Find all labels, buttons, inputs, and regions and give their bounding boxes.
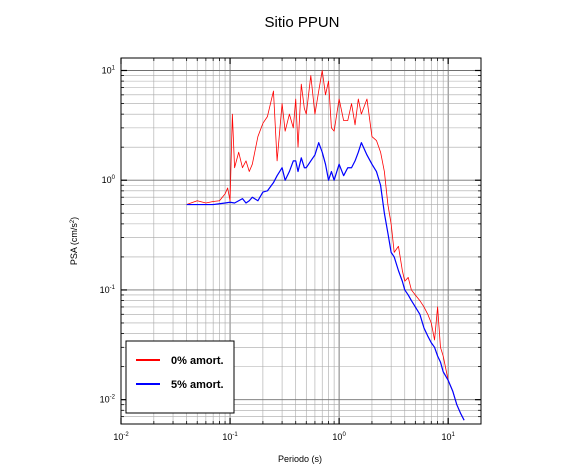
y-tick-label-exp: 1 [112,66,116,72]
x-tick-label: 101 [441,432,455,442]
x-tick-label-base: 10 [332,432,342,442]
y-tick-label-exp: 0 [112,175,116,181]
x-tick-label: 100 [332,432,346,442]
plot-frame [120,57,482,425]
y-tick-label: 100 [102,175,116,185]
x-tick-label-exp: -2 [123,432,129,438]
grid [120,58,482,425]
x-tick-label-exp: -1 [232,432,238,438]
y-axis-label: PSA (cm/s2) [69,217,79,265]
y-tick-label: 101 [102,66,116,76]
ticks [120,58,482,425]
y-tick-label-base: 10 [102,175,112,185]
x-tick-label-exp: 0 [342,432,346,438]
y-tick-label-base: 10 [100,395,110,405]
chart-title: Sitio PPUN [264,14,339,31]
legend-box [125,340,235,414]
series-line-1 [186,142,465,421]
series-line-0 [186,70,465,421]
legend-label-1: 5% amort. [171,379,224,391]
y-tick-label: 10-2 [100,395,116,405]
x-tick-label-base: 10 [113,432,123,442]
y-tick-label-exp: -1 [110,285,116,291]
y-axis-label-end: ) [69,217,79,220]
y-tick-label-base: 10 [102,66,112,76]
x-tick-label-base: 10 [441,432,451,442]
x-tick-label: 10-2 [113,432,129,442]
series-layer [186,70,465,421]
legend-label-0: 0% amort. [171,355,224,367]
y-tick-label-base: 10 [100,285,110,295]
x-tick-label-base: 10 [222,432,232,442]
y-axis-label-base: PSA (cm/s [69,223,79,266]
x-tick-label: 10-1 [222,432,238,442]
y-tick-label-exp: -2 [110,395,116,401]
y-axis-label-sup: 2 [70,219,76,223]
x-tick-label-exp: 1 [452,432,456,438]
x-axis-label: Periodo (s) [278,454,322,464]
y-tick-label: 10-1 [100,285,116,295]
legend: 0% amort. 5% amort. [125,340,235,414]
